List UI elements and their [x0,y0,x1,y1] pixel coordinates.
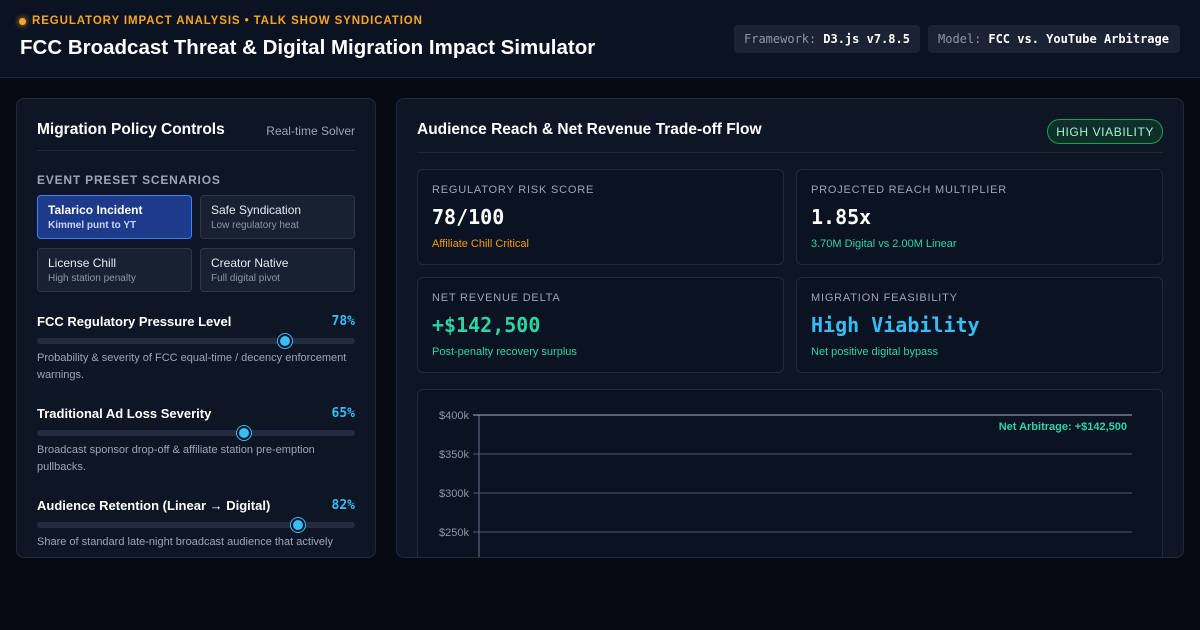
y-tick-label: $250k [439,527,469,539]
metric-value: 1.85x [811,205,872,229]
slider-description: Share of standard late-night broadcast a… [37,536,333,548]
fcc-pressure-slider[interactable] [37,334,355,348]
slider-description: Probability & severity of FCC equal-time… [37,352,347,381]
preset-name: Creator Native [211,256,289,270]
metric-value: +$142,500 [432,313,541,337]
model-chip: Model: FCC vs. YouTube Arbitrage [928,25,1180,53]
y-tick-label: $300k [439,488,469,500]
metric-label: REGULATORY RISK SCORE [432,184,595,196]
metric-label: PROJECTED REACH MULTIPLIER [811,184,1008,196]
metric-card-revenue: NET REVENUE DELTA +$142,500 Post-penalty… [417,277,784,373]
preset-name: Talarico Incident [48,203,143,217]
eyebrow: REGULATORY IMPACT ANALYSIS • TALK SHOW S… [19,15,423,27]
slider-thumb[interactable] [236,426,251,440]
metric-subtext: Net positive digital bypass [811,346,939,358]
model-label: Model: [938,32,982,46]
preset-subtitle: Full digital pivot [211,273,280,284]
divider [417,152,1163,153]
controls-panel: Migration Policy Controls Real-time Solv… [16,98,376,558]
slider-label: FCC Regulatory Pressure Level [37,314,232,329]
app-header: REGULATORY IMPACT ANALYSIS • TALK SHOW S… [0,0,1200,78]
metric-card-risk: REGULATORY RISK SCORE 78/100 Affiliate C… [417,169,784,265]
metric-label: NET REVENUE DELTA [432,292,561,304]
framework-value: D3.js v7.8.5 [823,32,910,46]
preset-license-chill[interactable]: License Chill High station penalty [37,248,192,292]
slider-label: Traditional Ad Loss Severity [37,406,212,421]
framework-chip: Framework: D3.js v7.8.5 [734,25,920,53]
metric-subtext: 3.70M Digital vs 2.00M Linear [811,238,957,250]
metric-value: 78/100 [432,205,505,229]
model-value: FCC vs. YouTube Arbitrage [988,32,1169,46]
metric-subtext: Affiliate Chill Critical [432,238,529,250]
preset-subtitle: Low regulatory heat [211,220,299,231]
y-tick-label: $350k [439,449,469,461]
metric-value: High Viability [811,313,980,337]
revenue-chart: $400k $350k $300k $250k Net Arbitrage: +$142… [417,389,1163,557]
chart-svg: $400k $350k $300k $250k Net Arbitrage: +$142… [439,410,1132,557]
slider-value: 65% [331,406,355,421]
preset-subtitle: Kimmel punt to YT [48,220,137,231]
status-dot-icon [19,17,26,25]
preset-creator-native[interactable]: Creator Native Full digital pivot [200,248,355,292]
page-title: FCC Broadcast Threat & Digital Migration… [20,36,596,59]
metric-subtext: Post-penalty recovery surplus [432,346,577,358]
presets-label: EVENT PRESET SCENARIOS [37,173,221,187]
ad-loss-slider[interactable] [37,426,355,440]
slider-description: Broadcast sponsor drop-off & affiliate s… [37,444,315,473]
slider-thumb[interactable] [278,334,293,348]
eyebrow-text: REGULATORY IMPACT ANALYSIS • TALK SHOW S… [32,15,423,27]
slider-thumb[interactable] [290,518,305,532]
framework-label: Framework: [744,32,817,46]
y-tick-label: $400k [439,410,469,422]
preset-subtitle: High station penalty [48,273,136,284]
divider [37,150,355,151]
metric-card-reach: PROJECTED REACH MULTIPLIER 1.85x 3.70M D… [796,169,1163,265]
audience-retention-slider[interactable] [37,518,355,532]
viability-badge: HIGH VIABILITY [1047,119,1163,144]
preset-talarico-incident[interactable]: Talarico Incident Kimmel punt to YT [37,195,192,239]
preset-safe-syndication[interactable]: Safe Syndication Low regulatory heat [200,195,355,239]
solver-badge: Real-time Solver [266,124,355,138]
controls-title: Migration Policy Controls [37,121,225,138]
slider-value: 82% [331,498,355,513]
results-title: Audience Reach & Net Revenue Trade-off F… [417,121,762,138]
preset-name: Safe Syndication [211,203,302,217]
slider-label: Audience Retention (Linear → Digital) [37,498,271,513]
preset-name: License Chill [48,256,117,270]
results-panel: Audience Reach & Net Revenue Trade-off F… [396,98,1184,558]
metric-card-feasibility: MIGRATION FEASIBILITY High Viability Net… [796,277,1163,373]
metric-label: MIGRATION FEASIBILITY [811,292,958,304]
net-arbitrage-annotation: Net Arbitrage: +$142,500 [999,421,1127,433]
slider-value: 78% [331,314,355,329]
